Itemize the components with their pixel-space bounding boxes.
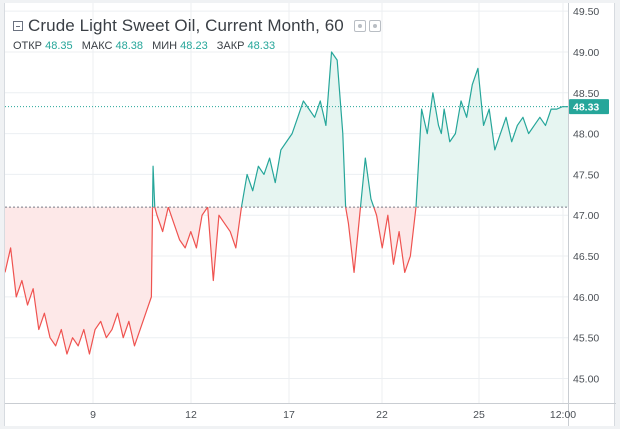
down-area-fill <box>154 207 169 232</box>
x-tick-label: 25 <box>473 409 485 421</box>
low-value: 48.23 <box>180 40 208 52</box>
up-price-line <box>415 67 568 208</box>
high-label: МАКС <box>81 40 113 52</box>
down-area-fill <box>207 207 242 281</box>
up-area-fill <box>415 68 568 208</box>
down-price-line <box>207 206 243 282</box>
legend-title-row: Crude Light Sweet Oil, Current Month, 60 <box>13 15 381 37</box>
y-tick-label: 46.00 <box>573 292 599 304</box>
symbol-title: Crude Light Sweet Oil, Current Month, 60 <box>28 16 344 35</box>
price-chart[interactable]: 45.00 45.50 46.00 46.50 47.00 47.50 48.00 48.50… <box>5 3 616 426</box>
y-tick-label: 49.50 <box>573 6 599 18</box>
y-tick-label: 49.00 <box>573 47 599 59</box>
y-tick-label: 45.00 <box>573 374 599 386</box>
collapse-icon[interactable] <box>13 21 23 31</box>
down-price-line <box>154 206 169 233</box>
open-value: 48.35 <box>45 40 73 52</box>
time-axis[interactable]: 9 12 17 22 25 12:00 <box>5 403 616 422</box>
close-label: ЗАКР <box>216 40 245 52</box>
x-tick-label: 9 <box>90 409 96 421</box>
down-price-line <box>167 206 209 249</box>
up-price-line <box>151 165 156 208</box>
visibility-icon[interactable] <box>353 20 366 32</box>
y-tick-label: 46.50 <box>573 251 599 263</box>
price-axis[interactable]: 45.00 45.50 46.00 46.50 47.00 47.50 48.00 48.50… <box>568 3 600 426</box>
open-label: ОТКР <box>13 40 43 52</box>
last-price-badge-bg <box>569 99 609 115</box>
y-tick-label: 47.50 <box>573 169 599 181</box>
x-tick-label: 12:00 <box>550 409 576 421</box>
y-tick-label: 45.50 <box>573 333 599 345</box>
last-price-badge: 48.33 <box>569 99 609 115</box>
x-tick-label: 12 <box>185 409 197 421</box>
chart-area[interactable]: 45.00 45.50 46.00 46.50 47.00 47.50 48.00 48.50… <box>4 3 616 426</box>
down-area-fill <box>345 207 361 273</box>
y-tick-label: 47.00 <box>573 210 599 222</box>
down-price-line <box>345 206 362 273</box>
x-tick-label: 17 <box>283 409 295 421</box>
last-price-badge-text: 48.33 <box>573 102 599 114</box>
settings-icon[interactable] <box>368 20 381 32</box>
up-area-fill <box>360 158 374 208</box>
down-area-fill <box>5 207 153 355</box>
y-tick-label: 48.00 <box>573 129 599 141</box>
down-area-fill <box>373 207 416 273</box>
ohlc-values: ОТКР 48.35 МАКС 48.38 МИН 48.23 ЗАКР 48.… <box>13 40 381 52</box>
price-lines <box>5 51 568 355</box>
down-area-fill <box>168 207 208 248</box>
high-value: 48.38 <box>115 40 144 52</box>
chart-legend: Crude Light Sweet Oil, Current Month, 60… <box>13 15 381 52</box>
y-tick-label: 48.50 <box>573 88 599 100</box>
low-label: МИН <box>152 40 178 52</box>
down-price-line <box>5 207 154 355</box>
up-price-line <box>359 157 375 208</box>
down-price-line <box>373 206 417 273</box>
close-value: 48.33 <box>247 40 276 52</box>
area-fills <box>5 51 568 355</box>
up-price-line <box>240 51 347 208</box>
x-tick-label: 22 <box>376 409 388 421</box>
